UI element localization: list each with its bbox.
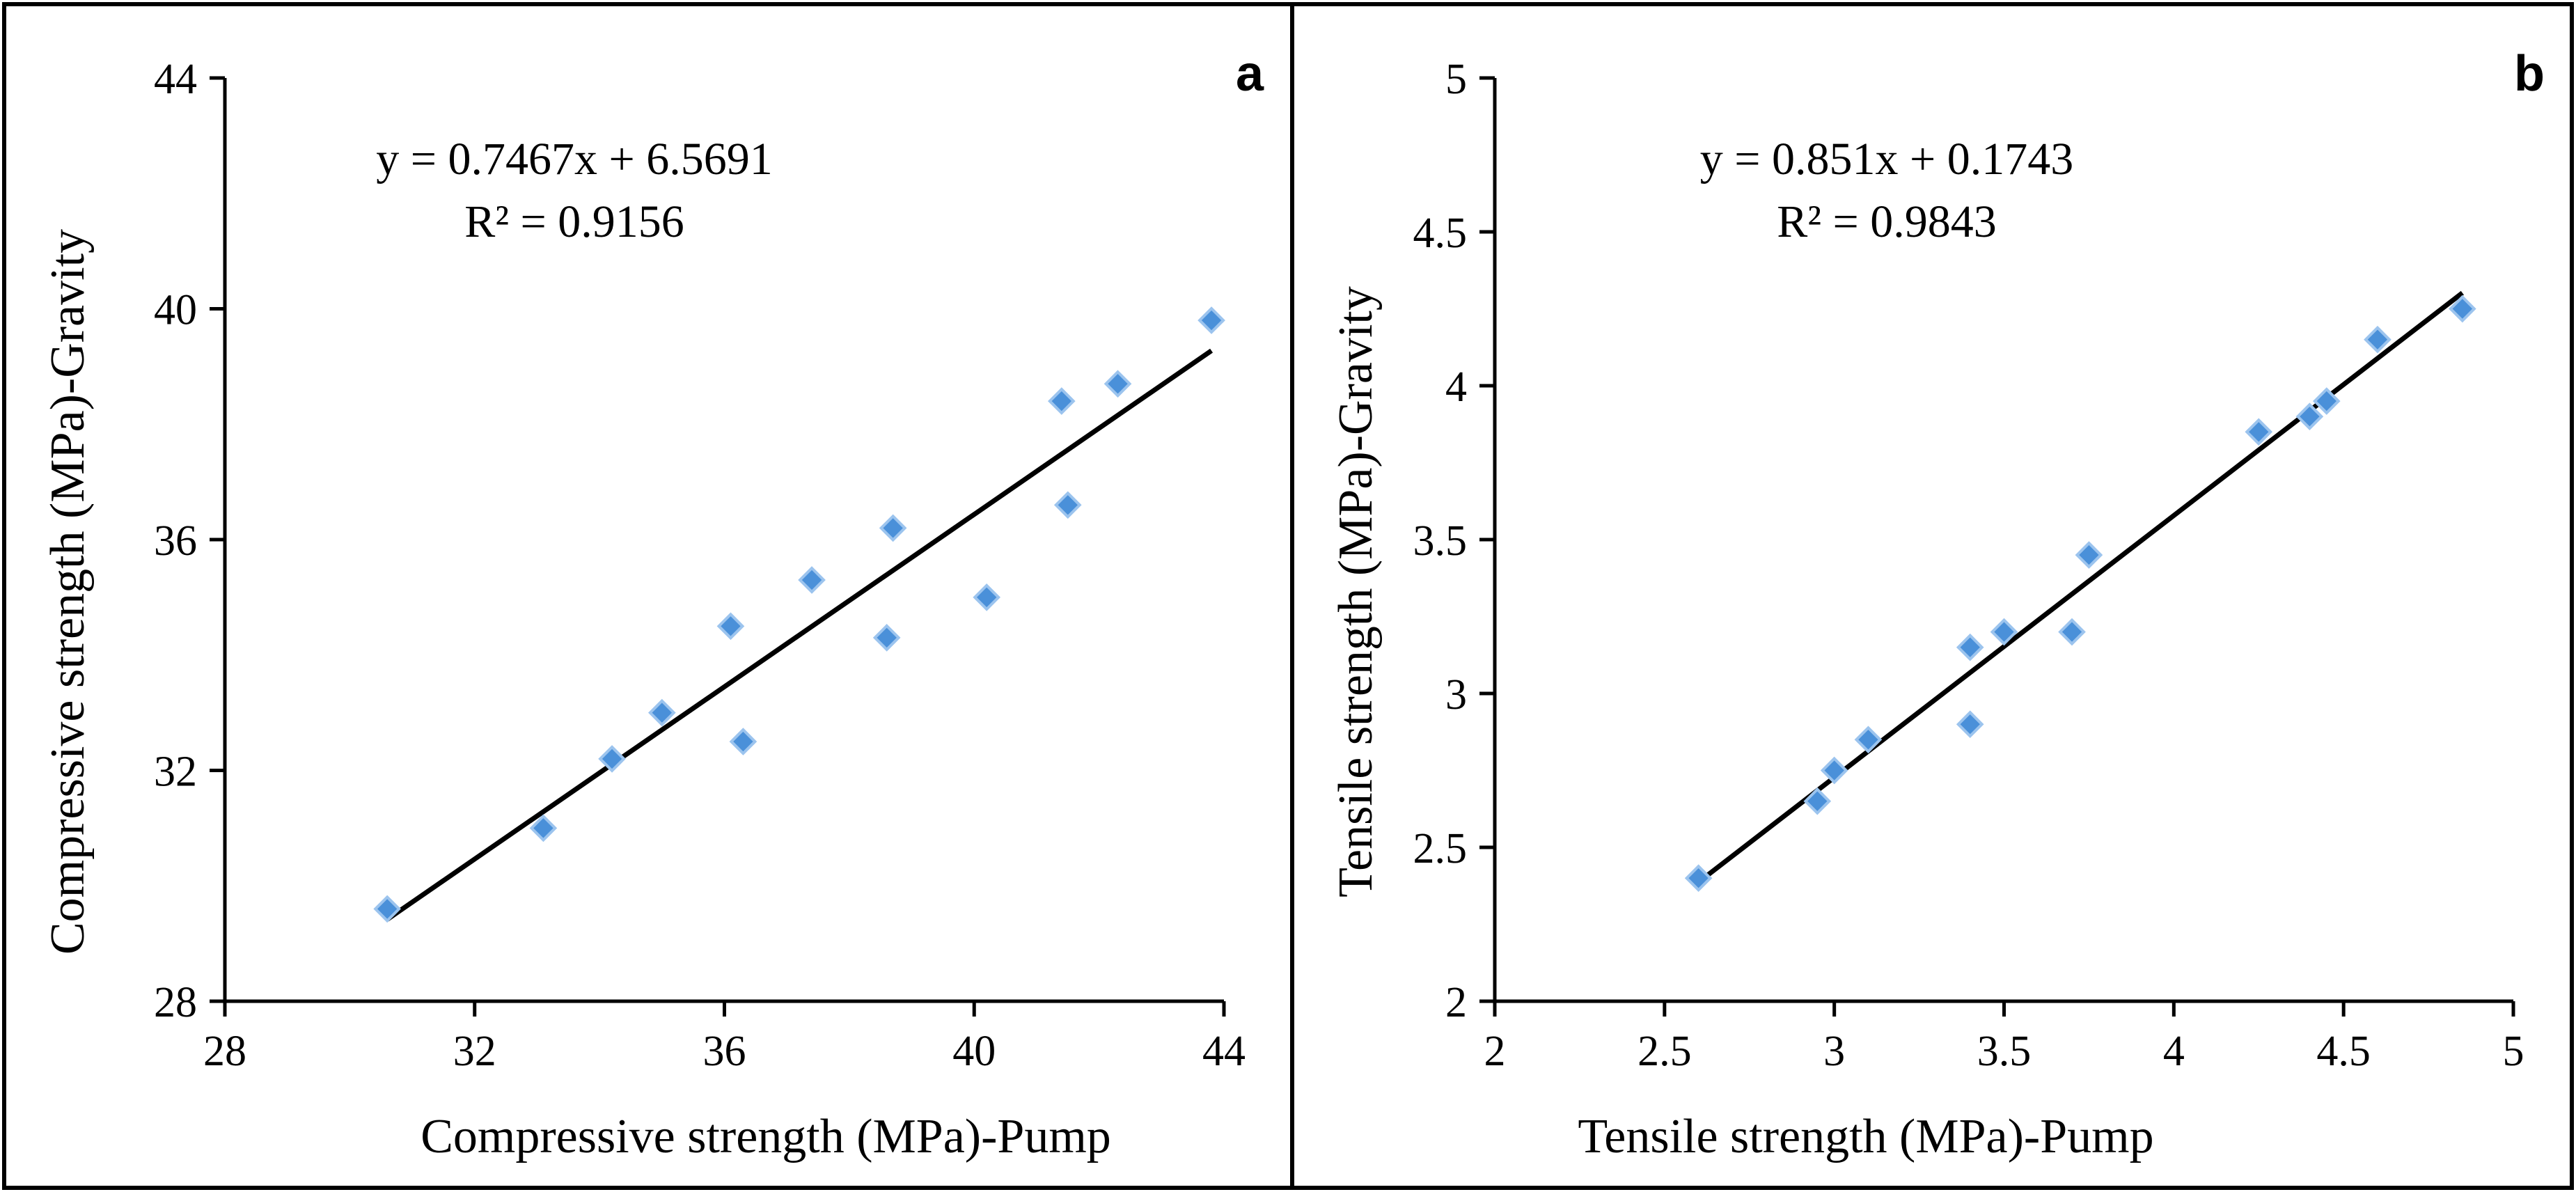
- panel-a-data-point: [798, 566, 826, 594]
- panel-b-x-tick-label: 2: [1484, 1028, 1506, 1075]
- panel-a-y-axis-label: Compressive strength (MPa)-Gravity: [41, 229, 95, 955]
- panel-b-data-point: [2245, 418, 2273, 446]
- panel-a-equation: y = 0.7467x + 6.5691: [376, 134, 772, 185]
- panel-b-data-point: [2312, 387, 2341, 415]
- panel-b-trendline: [1697, 290, 2464, 884]
- panel-a-x-tick-label: 32: [453, 1028, 496, 1075]
- panel-a-data-point: [872, 624, 901, 652]
- panel-b-equation: y = 0.851x + 0.1743: [1700, 134, 2073, 185]
- panel-b-data-point: [1956, 710, 1984, 739]
- panel-a-x-tick-label: 36: [703, 1028, 746, 1075]
- panel-b-y-tick-label: 2: [1445, 979, 1467, 1026]
- panel-b-x-tick-label: 4.5: [2316, 1028, 2371, 1075]
- panel-b-data-point: [2364, 325, 2392, 354]
- panel-b-data-point: [1990, 618, 2018, 646]
- panel-a-data-point: [1197, 306, 1225, 334]
- panel-b-data-point: [1956, 633, 1984, 661]
- panel-b-y-axis-label: Tensile strength (MPa)-Gravity: [1329, 286, 1383, 897]
- panel-a-y-tick-label: 44: [154, 56, 197, 103]
- panel-b-data-point: [2295, 402, 2324, 431]
- panel-a-data-point: [1047, 387, 1076, 415]
- panel-a-x-axis-label: Compressive strength (MPa)-Pump: [421, 1110, 1111, 1163]
- panel-a-data-point: [647, 698, 676, 727]
- panel-a-data-point: [1053, 491, 1082, 519]
- panel-b-x-tick-label: 3: [1823, 1028, 1845, 1075]
- panel-a-data-point: [879, 514, 907, 542]
- panel-a-trendline: [386, 348, 1214, 922]
- panel-a-x-tick-label: 44: [1202, 1028, 1246, 1075]
- panel-b-x-tick-label: 5: [2503, 1028, 2524, 1075]
- panel-b-x-axis-label: Tensile strength (MPa)-Pump: [1578, 1110, 2153, 1163]
- panel-a-r-squared: R² = 0.9156: [464, 196, 684, 247]
- panel-b-letter: b: [2514, 46, 2545, 102]
- panel-b-data-point: [2058, 618, 2086, 646]
- panel-b-data-point: [2449, 295, 2476, 323]
- panel-b-data-point: [1820, 756, 1848, 785]
- panel-b-data-point: [1684, 864, 1713, 893]
- panel-a-y-tick-label: 28: [154, 979, 197, 1026]
- panel-a-data-point: [373, 895, 402, 923]
- panel-a-data-point: [529, 814, 558, 842]
- panel-b-data-point: [2075, 541, 2103, 569]
- panel-a-data-point: [729, 728, 757, 755]
- panel-a-letter: a: [1236, 46, 1264, 102]
- panel-a-chart: a y = 0.7467x + 6.5691 R² = 0.9156 Compr…: [41, 46, 1264, 1163]
- panel-b-x-tick-label: 2.5: [1638, 1028, 1692, 1075]
- panel-a-data-point: [598, 745, 626, 773]
- panel-b-y-tick-label: 4.5: [1413, 210, 1468, 257]
- panel-b-chart: b y = 0.851x + 0.1743 R² = 0.9843 Tensil…: [1329, 46, 2545, 1163]
- panel-b-y-tick-label: 5: [1445, 56, 1467, 103]
- panel-a-x-tick-label: 28: [203, 1028, 246, 1075]
- panel-a-data-point: [973, 583, 1001, 611]
- panel-b-data-point: [1803, 787, 1832, 815]
- panel-b-data-point: [1854, 726, 1883, 754]
- panel-a-data-point: [716, 612, 745, 641]
- panel-b-x-tick-label: 4: [2163, 1028, 2185, 1075]
- panel-b-y-tick-label: 3: [1445, 671, 1467, 719]
- panel-b-frame: [1290, 2, 2574, 1190]
- panel-a-frame: [2, 2, 1294, 1190]
- panel-b-y-tick-label: 3.5: [1413, 517, 1468, 565]
- panel-a-y-tick-label: 40: [154, 287, 197, 334]
- panel-a-data-point: [1104, 370, 1132, 398]
- panel-b-y-tick-label: 4: [1445, 363, 1467, 411]
- panel-b-r-squared: R² = 0.9843: [1777, 196, 1997, 247]
- panel-b-y-tick-label: 2.5: [1413, 825, 1468, 872]
- panel-a-x-tick-label: 40: [952, 1028, 996, 1075]
- panel-a-y-tick-label: 32: [154, 748, 197, 796]
- panel-a-y-tick-label: 36: [154, 517, 197, 565]
- panel-b-x-tick-label: 3.5: [1977, 1028, 2032, 1075]
